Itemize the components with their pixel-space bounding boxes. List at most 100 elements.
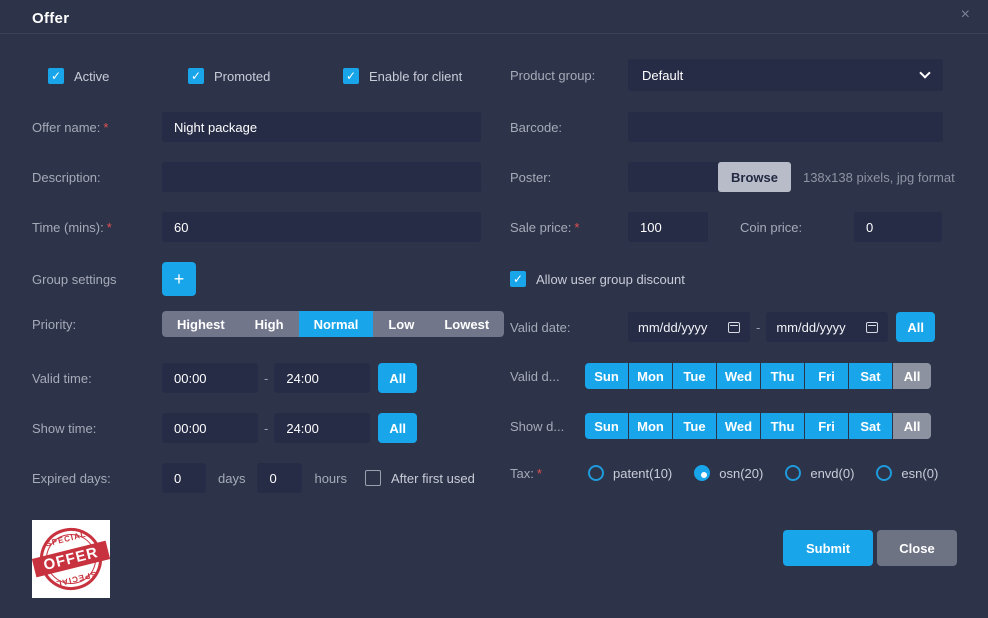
coin-price-input[interactable] (854, 212, 942, 242)
valid-day-fri[interactable]: Fri (805, 363, 848, 389)
calendar-icon[interactable] (866, 321, 879, 333)
promoted-label: Promoted (214, 68, 271, 84)
valid-time-to-input[interactable] (274, 363, 371, 393)
valid-day-mon[interactable]: Mon (629, 363, 672, 389)
hours-unit-label: hours (314, 470, 347, 486)
valid-date-row: Valid date: mm/dd/yyyy - mm/dd/yyyy All (510, 312, 935, 342)
show-days-all-button[interactable]: All (893, 413, 931, 439)
valid-day-sat[interactable]: Sat (849, 363, 892, 389)
valid-days-bar: Sun Mon Tue Wed Thu Fri Sat All (585, 363, 931, 389)
description-row: Description: (32, 162, 481, 192)
after-first-used-label: After first used (391, 470, 475, 486)
show-day-thu[interactable]: Thu (761, 413, 804, 439)
coin-price-label: Coin price: (740, 219, 803, 235)
enable-for-client-label: Enable for client (369, 68, 463, 84)
valid-day-sun[interactable]: Sun (585, 363, 628, 389)
group-settings-label: Group settings (32, 271, 117, 287)
allow-discount-label: Allow user group discount (536, 271, 685, 287)
valid-date-from-input[interactable]: mm/dd/yyyy (628, 312, 750, 342)
close-icon[interactable]: × (960, 6, 970, 23)
show-day-sat[interactable]: Sat (849, 413, 892, 439)
time-mins-row: Time (mins): * (32, 212, 481, 242)
priority-label: Priority: (32, 316, 77, 332)
close-button[interactable]: Close (877, 530, 957, 566)
show-time-label: Show time: (32, 420, 97, 436)
required-mark: * (106, 219, 112, 235)
priority-option-highest[interactable]: Highest (162, 311, 240, 337)
tax-option-osn[interactable]: osn(20) (694, 465, 763, 481)
product-group-select[interactable]: Default (628, 59, 943, 91)
priority-segmented-control: Highest High Normal Low Lowest (162, 311, 505, 337)
valid-day-wed[interactable]: Wed (717, 363, 760, 389)
expired-hours-input[interactable] (257, 463, 303, 493)
show-time-all-button[interactable]: All (378, 413, 417, 443)
show-day-mon[interactable]: Mon (629, 413, 672, 439)
description-input[interactable] (162, 162, 481, 192)
show-day-wed[interactable]: Wed (717, 413, 760, 439)
allow-discount-row: ✓ Allow user group discount (510, 271, 685, 287)
tax-option-esn[interactable]: esn(0) (876, 465, 938, 481)
toggles-row: ✓ Active ✓ Promoted ✓ Enable for client (48, 68, 462, 84)
valid-days-all-button[interactable]: All (893, 363, 931, 389)
submit-button[interactable]: Submit (783, 530, 873, 566)
product-group-value: Default (642, 67, 684, 83)
tax-label: Tax: * (510, 465, 542, 481)
date-placeholder: mm/dd/yyyy (638, 319, 708, 335)
days-unit-label: days (218, 470, 246, 486)
tax-option-envd[interactable]: envd(0) (785, 465, 854, 481)
show-day-fri[interactable]: Fri (805, 413, 848, 439)
valid-day-tue[interactable]: Tue (673, 363, 716, 389)
radio-selected-icon (694, 465, 711, 481)
offer-name-label: Offer name: * (32, 119, 109, 135)
show-days-bar: Sun Mon Tue Wed Thu Fri Sat All (585, 413, 931, 439)
time-mins-input[interactable] (162, 212, 481, 242)
active-checkbox[interactable]: ✓ Active (48, 68, 188, 84)
barcode-row: Barcode: (510, 112, 943, 142)
poster-file-input[interactable] (628, 162, 718, 192)
product-group-row: Product group: Default (510, 59, 943, 91)
priority-option-normal[interactable]: Normal (298, 311, 374, 337)
checkbox-checked-icon: ✓ (188, 68, 204, 84)
range-separator: - (264, 370, 269, 386)
add-group-button[interactable]: + (162, 262, 196, 296)
show-time-to-input[interactable] (274, 413, 371, 443)
valid-date-to-input[interactable]: mm/dd/yyyy (766, 312, 889, 342)
tax-option-patent[interactable]: patent(10) (588, 465, 672, 481)
modal-title: Offer (32, 10, 70, 27)
valid-date-label: Valid date: (510, 319, 571, 335)
show-day-sun[interactable]: Sun (585, 413, 628, 439)
allow-discount-checkbox[interactable]: ✓ Allow user group discount (510, 271, 685, 287)
calendar-icon[interactable] (728, 321, 740, 333)
valid-time-all-button[interactable]: All (378, 363, 417, 393)
show-day-tue[interactable]: Tue (673, 413, 716, 439)
footer-actions: Submit Close (783, 530, 957, 566)
expired-days-input[interactable] (162, 463, 206, 493)
enable-for-client-checkbox[interactable]: ✓ Enable for client (343, 68, 462, 84)
radio-unselected-icon (785, 465, 802, 481)
required-mark: * (536, 465, 542, 481)
required-mark: * (103, 119, 109, 135)
valid-day-thu[interactable]: Thu (761, 363, 804, 389)
after-first-used-checkbox[interactable]: After first used (365, 470, 475, 486)
sale-price-input[interactable] (628, 212, 708, 242)
browse-button[interactable]: Browse (718, 162, 791, 192)
barcode-input[interactable] (628, 112, 943, 142)
modal-header: Offer × (0, 0, 988, 34)
priority-option-low[interactable]: Low (373, 311, 430, 337)
tax-row: Tax: * patent(10) osn(20) envd(0) esn(0) (510, 465, 960, 481)
priority-option-high[interactable]: High (239, 311, 299, 337)
stamp-circle: SPECIAL OFFER SPECIAL (31, 521, 111, 597)
group-settings-row: Group settings + (32, 262, 196, 296)
valid-time-from-input[interactable] (162, 363, 258, 393)
offer-name-input[interactable] (162, 112, 481, 142)
promoted-checkbox[interactable]: ✓ Promoted (188, 68, 343, 84)
valid-days-row: Valid d... Sun Mon Tue Wed Thu Fri Sat A… (510, 363, 931, 389)
poster-row: Poster: Browse 138x138 pixels, jpg forma… (510, 162, 955, 192)
show-days-label: Show d... (510, 418, 565, 434)
checkbox-checked-icon: ✓ (48, 68, 64, 84)
checkbox-checked-icon: ✓ (510, 271, 526, 287)
priority-option-lowest[interactable]: Lowest (429, 311, 505, 337)
valid-date-all-button[interactable]: All (896, 312, 935, 342)
show-time-from-input[interactable] (162, 413, 258, 443)
